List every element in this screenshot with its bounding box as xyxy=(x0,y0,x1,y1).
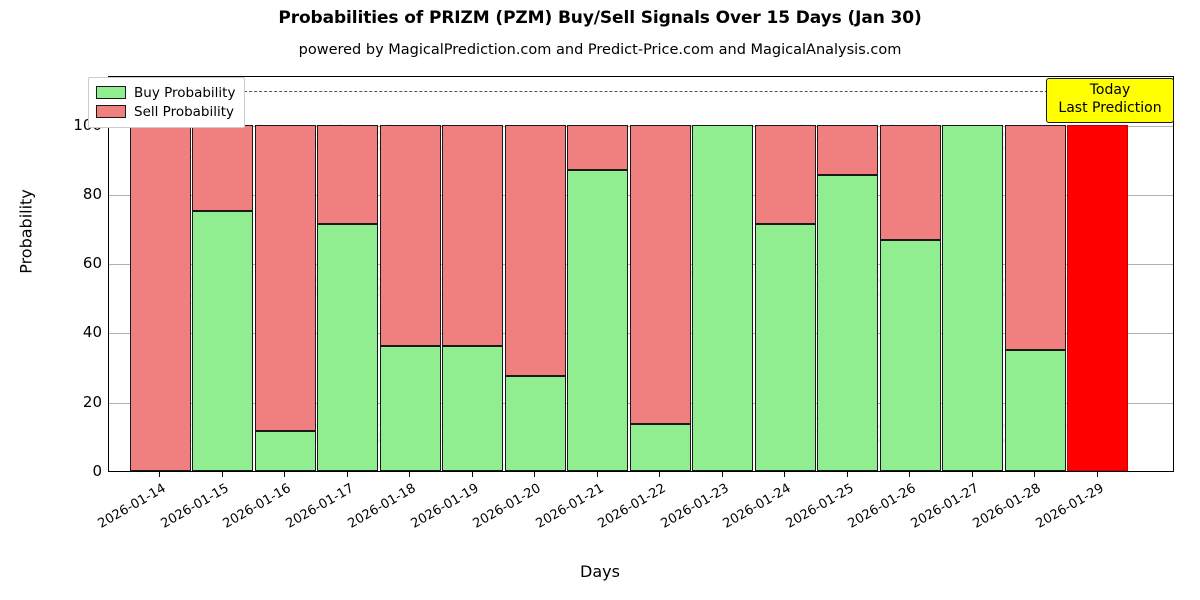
bar-segment-sell[interactable] xyxy=(817,124,878,175)
x-tick-label: 2026-01-15 xyxy=(158,481,231,532)
bar-segment-sell[interactable] xyxy=(504,124,566,376)
bar-segment-buy[interactable] xyxy=(504,375,566,471)
today-annotation-line2: Last Prediction xyxy=(1058,99,1162,116)
bar-segment-sell[interactable] xyxy=(254,124,316,432)
x-tick-label: 2026-01-24 xyxy=(720,481,794,532)
bar-group[interactable] xyxy=(629,77,691,471)
x-tick-label: 2026-01-23 xyxy=(658,481,731,532)
legend-swatch-sell xyxy=(96,105,126,118)
x-axis-ticks: 2026-01-14 2026-01-15 2026-01-16 2026-01-17… xyxy=(0,472,1200,542)
y-axis-ticks: 020406080100 xyxy=(30,76,135,480)
bar-segment-today[interactable] xyxy=(1067,124,1128,471)
x-tick-mark xyxy=(1034,472,1036,477)
bar-segment-buy[interactable] xyxy=(317,223,378,471)
x-tick-label: 2026-01-29 xyxy=(1033,481,1106,532)
bar-segment-buy[interactable] xyxy=(192,211,253,471)
x-tick-label: 2026-01-26 xyxy=(845,481,919,532)
bar-segment-sell[interactable] xyxy=(192,124,253,212)
bar-group[interactable] xyxy=(754,77,816,471)
bar-group[interactable] xyxy=(1004,77,1066,471)
bar-segment-sell[interactable] xyxy=(754,124,816,224)
bar-segment-buy[interactable] xyxy=(942,124,1003,471)
bar-group[interactable] xyxy=(942,77,1003,471)
today-annotation: Today Last Prediction xyxy=(1046,78,1174,123)
x-tick-label: 2026-01-18 xyxy=(345,481,419,532)
x-tick-mark xyxy=(159,472,161,477)
bar-segment-buy[interactable] xyxy=(567,169,628,471)
y-tick-label: 80 xyxy=(82,184,102,203)
chart-legend: Buy Probability Sell Probability xyxy=(88,77,246,128)
x-tick-mark xyxy=(284,472,286,477)
y-tick-label: 20 xyxy=(82,392,102,411)
legend-item-sell: Sell Probability xyxy=(96,102,235,121)
x-tick-mark xyxy=(659,472,661,477)
bar-segment-buy[interactable] xyxy=(629,423,691,471)
y-tick-label: 40 xyxy=(82,323,102,342)
bar-group[interactable] xyxy=(879,77,941,471)
x-tick-label: 2026-01-21 xyxy=(533,481,606,532)
bar-segment-buy[interactable] xyxy=(692,124,753,471)
legend-item-buy: Buy Probability xyxy=(96,83,235,102)
bar-segment-sell[interactable] xyxy=(567,124,628,170)
x-tick-mark xyxy=(221,472,223,477)
bar-segment-sell[interactable] xyxy=(129,124,191,471)
bar-segment-sell[interactable] xyxy=(879,124,941,240)
x-tick-mark xyxy=(409,472,411,477)
x-tick-label: 2026-01-25 xyxy=(783,481,856,532)
reference-dashed-line xyxy=(109,90,1173,92)
x-tick-mark xyxy=(346,472,348,477)
bar-group[interactable] xyxy=(504,77,566,471)
bar-segment-buy[interactable] xyxy=(379,345,441,471)
x-tick-mark xyxy=(909,472,911,477)
x-tick-label: 2026-01-27 xyxy=(908,481,981,532)
x-tick-mark xyxy=(971,472,973,477)
y-tick-label: 60 xyxy=(82,254,102,273)
bar-group[interactable] xyxy=(817,77,878,471)
chart-subtitle: powered by MagicalPrediction.com and Pre… xyxy=(298,42,902,58)
bar-group[interactable] xyxy=(129,77,191,471)
plot-area: MagicalAnalysis.comMagicalPrediction.com… xyxy=(108,76,1174,472)
bar-segment-buy[interactable] xyxy=(879,239,941,471)
chart-title: Probabilities of PRIZM (PZM) Buy/Sell Si… xyxy=(278,8,922,28)
x-tick-label: 2026-01-19 xyxy=(408,481,481,532)
bar-segment-sell[interactable] xyxy=(442,124,503,346)
legend-swatch-buy xyxy=(96,86,126,99)
bar-group[interactable] xyxy=(192,77,253,471)
x-tick-mark xyxy=(471,472,473,477)
bar-segment-sell[interactable] xyxy=(629,124,691,424)
bar-group[interactable] xyxy=(254,77,316,471)
bar-segment-sell[interactable] xyxy=(1004,124,1066,350)
x-tick-label: 2026-01-14 xyxy=(95,481,169,532)
bar-segment-buy[interactable] xyxy=(442,345,503,471)
bar-segment-buy[interactable] xyxy=(754,223,816,471)
legend-label-buy: Buy Probability xyxy=(134,84,236,101)
bar-group[interactable] xyxy=(379,77,441,471)
x-axis-label: Days xyxy=(580,562,620,581)
bar-group[interactable] xyxy=(692,77,753,471)
x-tick-mark xyxy=(1096,472,1098,477)
today-annotation-line1: Today xyxy=(1089,82,1131,98)
y-tick-label: 0 xyxy=(92,462,102,480)
bar-group[interactable] xyxy=(1067,77,1128,471)
x-tick-mark xyxy=(721,472,723,477)
x-tick-label: 2026-01-17 xyxy=(283,481,356,532)
x-tick-label: 2026-01-22 xyxy=(595,481,669,532)
bar-segment-buy[interactable] xyxy=(1004,349,1066,471)
bar-segment-sell[interactable] xyxy=(379,124,441,346)
bar-segment-sell[interactable] xyxy=(317,124,378,224)
x-tick-label: 2026-01-20 xyxy=(470,481,544,532)
bar-group[interactable] xyxy=(442,77,503,471)
x-tick-mark xyxy=(534,472,536,477)
bar-segment-buy[interactable] xyxy=(254,431,316,471)
x-tick-label: 2026-01-28 xyxy=(970,481,1044,532)
x-tick-mark xyxy=(784,472,786,477)
x-tick-label: 2026-01-16 xyxy=(220,481,294,532)
x-tick-mark xyxy=(596,472,598,477)
bar-group[interactable] xyxy=(567,77,628,471)
legend-label-sell: Sell Probability xyxy=(134,103,235,120)
x-tick-mark xyxy=(846,472,848,477)
bar-group[interactable] xyxy=(317,77,378,471)
bar-segment-buy[interactable] xyxy=(817,174,878,471)
